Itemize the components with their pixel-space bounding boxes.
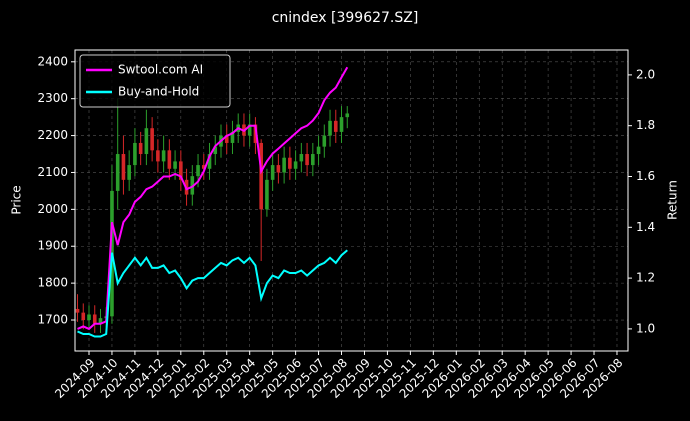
candle-body (115, 154, 120, 191)
candle-body (156, 150, 160, 162)
candle-body (311, 154, 315, 166)
candle-body (322, 135, 327, 147)
candle-body (167, 150, 172, 169)
candle-body (161, 150, 166, 162)
candle-body (230, 131, 235, 143)
candle-body (196, 165, 200, 177)
y2-tick-label: 2.0 (636, 67, 655, 81)
candle-body (270, 165, 275, 180)
candle-body (293, 161, 298, 169)
candle-body (305, 154, 309, 166)
candle-body (127, 165, 131, 180)
candle-body (276, 165, 281, 173)
candle-body (265, 179, 269, 210)
candle-body (207, 154, 212, 169)
y-tick-label: 2000 (37, 202, 68, 216)
y2-tick-label: 1.2 (636, 271, 655, 285)
candle-body (259, 142, 263, 210)
legend-label: Buy-and-Hold (118, 85, 199, 99)
legend-box (79, 54, 231, 108)
candle-body (282, 157, 286, 173)
y-tick-label: 1900 (37, 239, 68, 253)
y-tick-label: 2300 (37, 91, 68, 105)
candle-body (328, 120, 332, 136)
y-tick-label: 2100 (37, 165, 68, 179)
candle-body (133, 142, 137, 166)
candle-body (81, 312, 86, 321)
candle-body (173, 161, 177, 169)
y-axis-label: Price (10, 185, 24, 214)
candle-body (75, 308, 80, 313)
candle-body (144, 128, 149, 155)
candle-body (179, 161, 183, 180)
y2-tick-label: 1.4 (636, 220, 655, 234)
y-tick-label: 2200 (37, 128, 68, 142)
candle-body (316, 146, 321, 155)
candle-body (150, 128, 154, 151)
y2-tick-label: 1.8 (636, 118, 655, 132)
candle-body (299, 154, 304, 162)
y-tick-label: 2400 (37, 54, 68, 68)
candle-body (201, 165, 206, 169)
candle-body (288, 157, 292, 169)
y2-tick-label: 1.6 (636, 169, 655, 183)
candle-body (87, 314, 91, 321)
candle-body (333, 120, 338, 132)
candle-body (121, 154, 126, 180)
y2-axis-label: Return (666, 180, 680, 220)
series-line (77, 66, 349, 331)
chart-title: cnindex [399627.SZ] (272, 10, 419, 26)
plot-frame (74, 49, 629, 352)
y2-tick-label: 1.0 (636, 321, 655, 335)
candle-body (138, 142, 143, 155)
candle-body (92, 314, 97, 324)
series-line (77, 249, 348, 338)
y-tick-label: 1800 (37, 276, 68, 290)
candle-body (224, 135, 229, 143)
candle-body (213, 146, 218, 155)
candle-body (98, 318, 103, 324)
candle-body (339, 117, 344, 132)
candle-body (345, 113, 350, 118)
y-tick-label: 1700 (37, 313, 68, 327)
candle-body (247, 124, 252, 136)
legend-label: Swtool.com AI (118, 63, 203, 77)
